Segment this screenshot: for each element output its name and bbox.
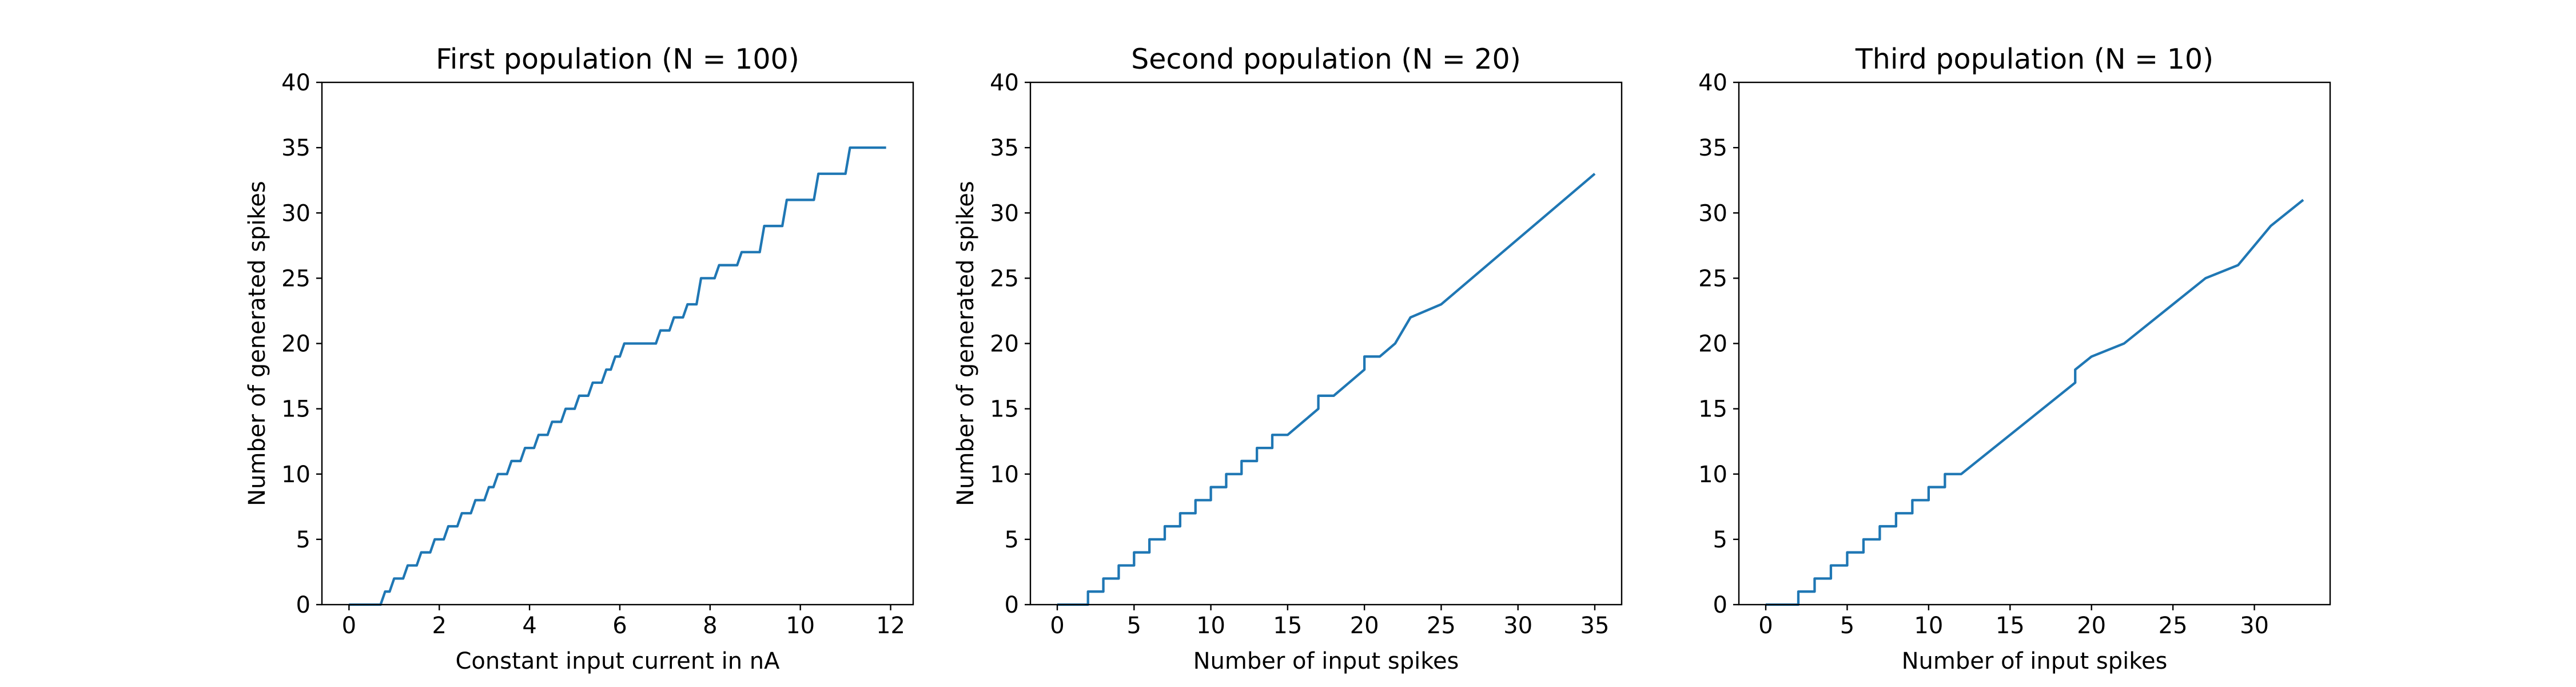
x-axis-label: Number of input spikes: [1193, 648, 1459, 674]
data-line: [349, 146, 886, 606]
y-tick-label: 10: [990, 462, 1019, 488]
x-tick-label: 25: [2159, 613, 2188, 639]
y-tick-label: 20: [1698, 331, 1727, 358]
x-tick-label: 10: [786, 613, 815, 639]
y-tick-label: 25: [281, 265, 310, 292]
axes-frame: [1029, 81, 1623, 606]
x-tick-label: 2: [432, 613, 446, 639]
x-tick-label: 4: [522, 613, 536, 639]
y-tick-label: 35: [1698, 135, 1727, 161]
y-tick-label: 10: [1698, 462, 1727, 488]
x-tick-label: 0: [1758, 613, 1773, 639]
x-tick-label: 10: [1196, 613, 1225, 639]
y-tick-label: 10: [281, 462, 310, 488]
y-axis-label: Number of generated spikes: [953, 181, 979, 506]
y-tick-label: 40: [1698, 70, 1727, 96]
y-tick-label: 35: [990, 135, 1019, 161]
x-tick-label: 15: [1273, 613, 1302, 639]
x-tick-label: 5: [1127, 613, 1141, 639]
x-tick-label: 0: [342, 613, 356, 639]
y-tick-label: 40: [990, 70, 1019, 96]
y-tick-label: 0: [296, 592, 310, 618]
x-tick-label: 6: [612, 613, 627, 639]
x-tick-label: 35: [1580, 613, 1610, 639]
y-tick-label: 20: [281, 331, 310, 358]
x-axis-label: Constant input current in nA: [455, 648, 780, 674]
y-tick-label: 15: [990, 396, 1019, 423]
chart-title: Second population (N = 20): [1131, 43, 1521, 76]
x-tick-label: 15: [1996, 613, 2025, 639]
y-tick-label: 15: [1698, 396, 1727, 423]
y-tick-label: 0: [1005, 592, 1019, 618]
y-axis-label: Number of generated spikes: [244, 181, 270, 506]
x-tick-label: 5: [1840, 613, 1854, 639]
chart-title: First population (N = 100): [436, 43, 799, 76]
x-axis-label: Number of input spikes: [1902, 648, 2168, 674]
y-tick-label: 5: [296, 527, 310, 553]
y-tick-label: 5: [1713, 527, 1727, 553]
x-tick-label: 20: [2077, 613, 2106, 639]
y-tick-label: 40: [281, 70, 310, 96]
y-tick-label: 15: [281, 396, 310, 423]
x-tick-label: 20: [1350, 613, 1379, 639]
y-tick-label: 25: [1698, 265, 1727, 292]
axes-frame: [1738, 81, 2331, 606]
y-tick-label: 35: [281, 135, 310, 161]
axes-frame: [321, 81, 914, 606]
x-tick-label: 8: [703, 613, 717, 639]
y-tick-label: 30: [990, 200, 1019, 227]
y-tick-label: 30: [1698, 200, 1727, 227]
x-tick-label: 30: [1503, 613, 1532, 639]
x-tick-label: 12: [876, 613, 905, 639]
x-tick-label: 0: [1050, 613, 1064, 639]
y-tick-label: 0: [1713, 592, 1727, 618]
y-tick-label: 5: [1005, 527, 1019, 553]
x-tick-label: 25: [1427, 613, 1456, 639]
data-line: [1766, 198, 2304, 606]
y-tick-label: 20: [990, 331, 1019, 358]
chart-title: Third population (N = 10): [1855, 43, 2213, 76]
x-tick-label: 30: [2240, 613, 2269, 639]
x-tick-label: 10: [1914, 613, 1943, 639]
y-tick-label: 25: [990, 265, 1019, 292]
y-tick-label: 30: [281, 200, 310, 227]
data-line: [1057, 173, 1596, 606]
